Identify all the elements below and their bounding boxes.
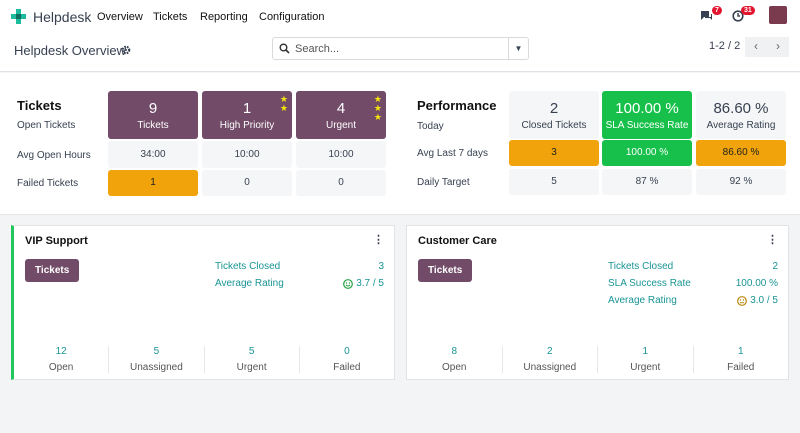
open-tickets-box[interactable]: 9 Tickets — [108, 91, 198, 139]
messages-icon[interactable] — [700, 10, 713, 22]
helpdesk-logo-icon[interactable] — [11, 9, 26, 24]
stat-value: 3 — [378, 261, 384, 272]
pager-previous-button[interactable]: ‹ — [745, 37, 767, 57]
stat-link[interactable]: Tickets Closed — [215, 261, 281, 272]
high-priority-box[interactable]: ★ ★ 1 High Priority — [202, 91, 292, 139]
footer-failed[interactable]: 0 Failed — [298, 346, 394, 373]
footer-failed[interactable]: 1 Failed — [692, 346, 789, 373]
footer-unassigned[interactable]: 2 Unassigned — [501, 346, 598, 373]
gear-icon[interactable] — [121, 45, 131, 55]
avg-hours-cell[interactable]: 10:00 — [202, 141, 292, 168]
pager-next-button[interactable]: › — [767, 37, 789, 57]
dashboard-summary: Tickets Open Tickets Avg Open Hours Fail… — [0, 73, 800, 215]
kebab-menu-icon[interactable]: ⋮ — [373, 234, 384, 246]
row-label: Avg Open Hours — [17, 150, 91, 161]
smile-icon — [343, 278, 354, 289]
row-label: Failed Tickets — [17, 178, 79, 189]
tickets-heading: Tickets — [17, 98, 62, 113]
stat-value: 100.00 % — [735, 278, 778, 289]
stat-link[interactable]: Tickets Closed — [608, 261, 674, 272]
star-icon: ★ ★ ★ — [373, 94, 382, 122]
failed-cell[interactable]: 0 — [296, 170, 386, 196]
search-options-toggle[interactable]: ▼ — [508, 38, 528, 59]
pager-value[interactable]: 1-2 / 2 — [709, 40, 741, 52]
kebab-menu-icon[interactable]: ⋮ — [767, 234, 778, 246]
failed-cell[interactable]: 0 — [202, 170, 292, 196]
target-cell[interactable]: 5 — [509, 169, 599, 195]
tickets-button[interactable]: Tickets — [418, 259, 473, 282]
failed-cell[interactable]: 1 — [108, 170, 198, 196]
menu-configuration[interactable]: Configuration — [259, 11, 325, 23]
row-label: Avg Last 7 days — [417, 148, 488, 159]
stat-link[interactable]: Average Rating — [215, 278, 284, 289]
neutral-face-icon — [737, 295, 748, 306]
footer-open[interactable]: 12 Open — [48, 346, 74, 373]
messages-badge: 7 — [712, 6, 722, 15]
footer-unassigned[interactable]: 5 Unassigned — [108, 346, 203, 373]
stat-link[interactable]: SLA Success Rate — [608, 278, 691, 289]
row-label: Today — [417, 121, 444, 132]
search-icon — [279, 43, 290, 54]
team-name[interactable]: Customer Care — [418, 235, 497, 247]
avg7-cell[interactable]: 86.60 % — [696, 140, 786, 166]
team-footer: 8 Open 2 Unassigned 1 Urgent 1 Failed — [407, 346, 788, 373]
stat-value: 3.7 / 5 — [356, 278, 384, 289]
team-card-vip-support: VIP Support ⋮ Tickets Tickets Closed 3 A… — [11, 225, 395, 380]
stat-link[interactable]: Average Rating — [608, 295, 677, 306]
page-title: Helpdesk Overview — [14, 43, 126, 58]
star-icon: ★ ★ — [279, 94, 288, 113]
top-navbar: Helpdesk Overview Tickets Reporting Conf… — [0, 0, 800, 33]
tickets-button[interactable]: Tickets — [25, 259, 80, 282]
performance-heading: Performance — [417, 98, 497, 113]
team-card-customer-care: Customer Care ⋮ Tickets Tickets Closed 2… — [406, 225, 789, 380]
stat-value: 3.0 / 5 — [750, 295, 778, 306]
activities-badge: 31 — [741, 6, 755, 15]
row-label: Daily Target — [417, 177, 470, 188]
target-cell[interactable]: 87 % — [602, 169, 692, 195]
avg7-cell[interactable]: 3 — [509, 140, 599, 166]
search-placeholder: Search... — [295, 43, 340, 55]
user-avatar[interactable] — [769, 6, 787, 24]
stat-value-rating: 3.7 / 5 — [343, 278, 384, 289]
stat-value-rating: 3.0 / 5 — [737, 295, 778, 306]
closed-tickets-box[interactable]: 2 Closed Tickets — [509, 91, 599, 139]
avg-hours-cell[interactable]: 34:00 — [108, 141, 198, 168]
search-input[interactable]: Search... ▼ — [272, 37, 529, 60]
control-panel: Helpdesk Overview Search... ▼ 1-2 / 2 ‹ … — [0, 33, 800, 72]
avg-hours-cell[interactable]: 10:00 — [296, 141, 386, 168]
row-label: Open Tickets — [17, 120, 76, 131]
sla-success-box[interactable]: 100.00 % SLA Success Rate — [602, 91, 692, 139]
urgent-box[interactable]: ★ ★ ★ 4 Urgent — [296, 91, 386, 139]
footer-open[interactable]: 8 Open — [442, 346, 467, 373]
team-footer: 12 Open 5 Unassigned 5 Urgent 0 Failed — [14, 346, 394, 373]
avg7-cell[interactable]: 100.00 % — [602, 140, 692, 166]
menu-tickets[interactable]: Tickets — [153, 11, 188, 23]
menu-reporting[interactable]: Reporting — [200, 11, 248, 23]
team-name[interactable]: VIP Support — [25, 235, 88, 247]
average-rating-box[interactable]: 86.60 % Average Rating — [696, 91, 786, 139]
menu-overview[interactable]: Overview — [97, 11, 143, 23]
activities-clock-icon[interactable] — [732, 10, 744, 22]
footer-urgent[interactable]: 1 Urgent — [597, 346, 693, 373]
app-name[interactable]: Helpdesk — [33, 9, 92, 25]
stat-value: 2 — [772, 261, 778, 272]
footer-urgent[interactable]: 5 Urgent — [203, 346, 299, 373]
target-cell[interactable]: 92 % — [696, 169, 786, 195]
